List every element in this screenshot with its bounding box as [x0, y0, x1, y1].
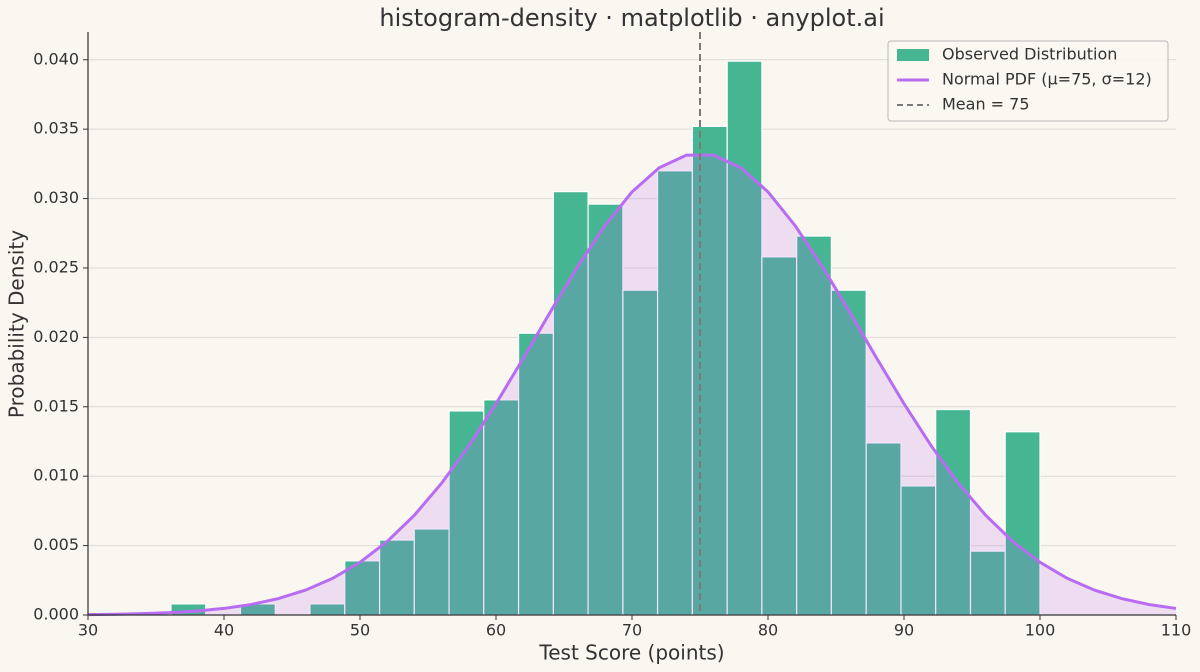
- y-tick-label: 0.030: [33, 188, 79, 207]
- x-tick-label: 70: [622, 621, 642, 640]
- x-tick-label: 50: [350, 621, 370, 640]
- legend-label: Normal PDF (μ=75, σ=12): [942, 70, 1152, 89]
- y-tick-label: 0.015: [33, 396, 79, 415]
- bar: [726, 60, 763, 616]
- x-tick-label: 80: [758, 621, 778, 640]
- x-tick-label: 100: [1025, 621, 1056, 640]
- x-tick-label: 60: [486, 621, 506, 640]
- y-tick-label: 0.025: [33, 257, 79, 276]
- legend-swatch: [897, 49, 929, 61]
- density-area: [88, 155, 1176, 615]
- x-tick-label: 30: [78, 621, 98, 640]
- y-tick-label: 0.040: [33, 49, 79, 68]
- bar: [1004, 431, 1041, 616]
- bar: [378, 539, 415, 616]
- bar: [413, 528, 450, 616]
- legend-label: Mean = 75: [942, 95, 1030, 114]
- bar: [935, 408, 972, 616]
- bar: [969, 550, 1006, 616]
- legend-label: Observed Distribution: [942, 45, 1117, 64]
- y-tick-label: 0.020: [33, 327, 79, 346]
- bar: [622, 289, 659, 616]
- x-tick-label: 40: [214, 621, 234, 640]
- y-tick-label: 0.010: [33, 466, 79, 485]
- x-tick-label: 110: [1161, 621, 1192, 640]
- y-tick-label: 0.000: [33, 605, 79, 624]
- y-axis-label: Probability Density: [5, 230, 29, 418]
- bar: [865, 442, 902, 616]
- bar: [830, 289, 867, 616]
- bar: [691, 125, 728, 616]
- density-curve: [87, 153, 1177, 617]
- bar: [483, 399, 520, 616]
- y-tick-label: 0.035: [33, 119, 79, 138]
- bar: [761, 256, 798, 616]
- chart-title: histogram-density · matplotlib · anyplot…: [379, 4, 884, 32]
- legend-box: [887, 40, 1169, 122]
- x-tick-label: 90: [894, 621, 914, 640]
- y-tick-label: 0.005: [33, 535, 79, 554]
- bar: [656, 170, 693, 616]
- x-axis-label: Test Score (points): [538, 641, 724, 665]
